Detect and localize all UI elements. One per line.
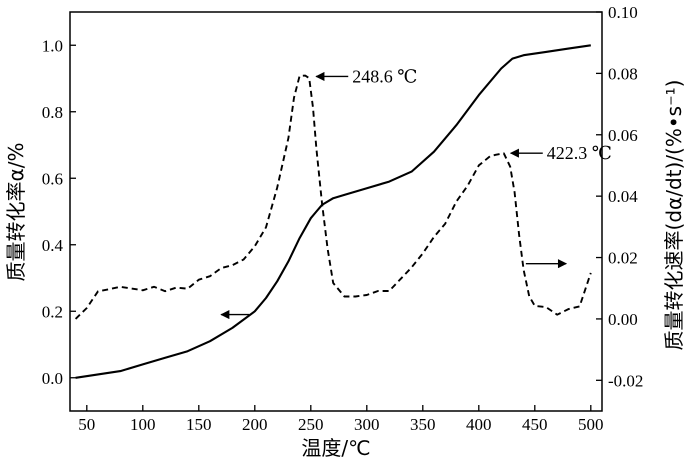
x-tick-label: 100 <box>130 415 156 434</box>
x-tick-label: 250 <box>298 415 324 434</box>
y-axis-right: -0.02 0.00 0.02 0.04 0.06 0.08 0.10 <box>596 3 643 390</box>
x-tick-label: 150 <box>186 415 212 434</box>
series-0-line <box>75 44 591 379</box>
y-left-tick-label: 0.2 <box>42 302 63 321</box>
y-right-tick-label: 0.02 <box>608 249 638 268</box>
x-tick-label: 200 <box>242 415 268 434</box>
y-left-tick-label: 0.8 <box>42 103 63 122</box>
series-layer <box>74 44 592 379</box>
y-right-tick-label: 0.04 <box>608 187 638 206</box>
y-left-tick-label: 1.0 <box>42 36 63 55</box>
x-tick-label: 50 <box>78 415 95 434</box>
annotation-layer: 248.6 ℃ 422.3 ℃ <box>220 66 612 320</box>
x-tick-label: 450 <box>522 415 548 434</box>
y-right-tick-label: 0.00 <box>608 310 638 329</box>
y-left-tick-label: 0.6 <box>42 169 63 188</box>
y-right-tick-label: 0.08 <box>608 64 638 83</box>
y-left-tick-label: 0.4 <box>42 236 64 255</box>
x-axis-title: 温度/℃ <box>301 436 370 460</box>
x-tick-label: 350 <box>410 415 436 434</box>
peak-annotation: 248.6 ℃ <box>352 66 417 86</box>
y-axis-left: 0.0 0.2 0.4 0.6 0.8 1.0 <box>42 36 76 388</box>
x-tick-label: 500 <box>578 415 604 434</box>
y-right-tick-label: -0.02 <box>608 371 643 390</box>
peak-annotation: 422.3 ℃ <box>547 143 612 163</box>
y-axis-right-title: 质量转化速率(dα/dt)/(%•s⁻¹) <box>662 80 686 351</box>
y-axis-left-title: 质量转化率α/% <box>4 143 28 282</box>
x-axis: 50 100 150 200 250 300 350 400 450 500 <box>78 405 604 434</box>
x-tick-label: 400 <box>466 415 492 434</box>
plot-frame <box>69 11 603 412</box>
y-left-tick-label: 0.0 <box>42 369 63 388</box>
y-right-tick-label: 0.10 <box>608 3 638 22</box>
x-tick-label: 300 <box>354 415 380 434</box>
y-right-tick-label: 0.06 <box>608 126 638 145</box>
